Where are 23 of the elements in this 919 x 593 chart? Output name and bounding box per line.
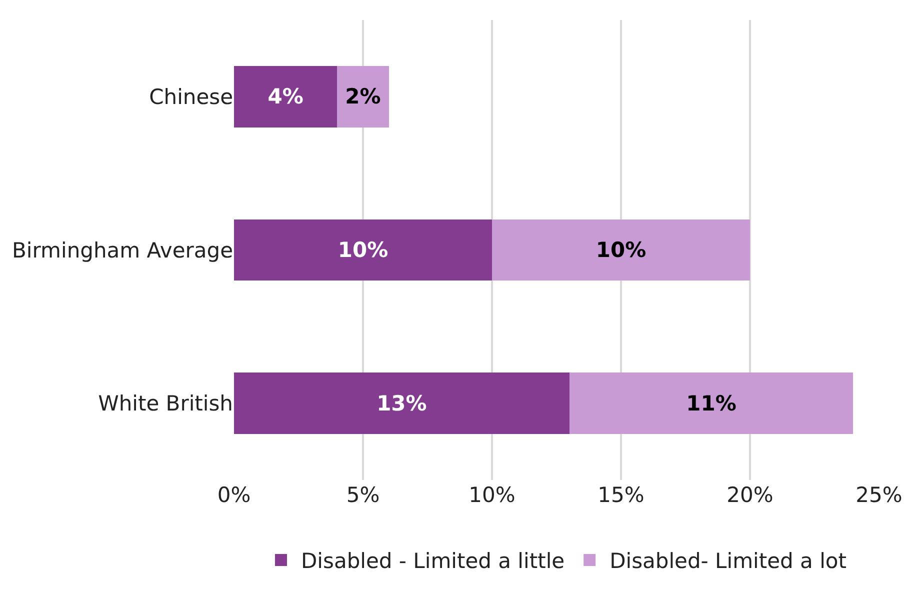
data-label: 11% <box>686 391 736 416</box>
legend-label: Disabled- Limited a lot <box>610 549 847 574</box>
bar <box>234 66 338 128</box>
bar <box>337 66 389 128</box>
bar <box>234 372 570 434</box>
x-tick-label: 20% <box>726 483 774 507</box>
data-label: 2% <box>345 84 381 109</box>
data-label: 10% <box>596 238 646 262</box>
data-label: 13% <box>376 391 427 416</box>
x-tick-label: 5% <box>346 483 380 507</box>
x-tick-label: 0% <box>217 483 251 507</box>
y-tick-label: Birmingham Average <box>12 238 233 262</box>
y-tick-label: Chinese <box>149 85 233 110</box>
x-tick-label: 10% <box>468 483 516 507</box>
bar <box>569 372 854 434</box>
legend-label: Disabled - Limited a little <box>301 549 565 574</box>
y-tick-label: White British <box>98 392 233 416</box>
x-tick-label: 25% <box>856 483 902 507</box>
data-label: 4% <box>268 84 304 109</box>
bar <box>234 219 492 281</box>
bar <box>492 219 750 281</box>
data-label: 10% <box>338 238 388 262</box>
x-tick-label: 15% <box>598 483 644 507</box>
